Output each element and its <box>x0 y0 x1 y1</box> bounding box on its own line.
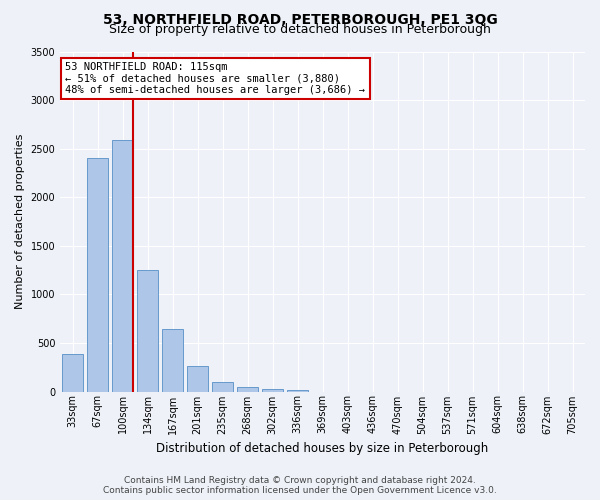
Bar <box>62 354 83 392</box>
Text: Size of property relative to detached houses in Peterborough: Size of property relative to detached ho… <box>109 22 491 36</box>
Bar <box>262 388 283 392</box>
Text: 53 NORTHFIELD ROAD: 115sqm
← 51% of detached houses are smaller (3,880)
48% of s: 53 NORTHFIELD ROAD: 115sqm ← 51% of deta… <box>65 62 365 95</box>
Text: Contains HM Land Registry data © Crown copyright and database right 2024.
Contai: Contains HM Land Registry data © Crown c… <box>103 476 497 495</box>
Bar <box>87 158 108 392</box>
Bar <box>287 390 308 392</box>
Bar <box>112 140 133 392</box>
Text: 53, NORTHFIELD ROAD, PETERBOROUGH, PE1 3QG: 53, NORTHFIELD ROAD, PETERBOROUGH, PE1 3… <box>103 12 497 26</box>
X-axis label: Distribution of detached houses by size in Peterborough: Distribution of detached houses by size … <box>157 442 489 455</box>
Y-axis label: Number of detached properties: Number of detached properties <box>15 134 25 309</box>
Bar <box>162 330 183 392</box>
Bar <box>137 270 158 392</box>
Bar <box>212 382 233 392</box>
Bar <box>187 366 208 392</box>
Bar <box>237 386 258 392</box>
